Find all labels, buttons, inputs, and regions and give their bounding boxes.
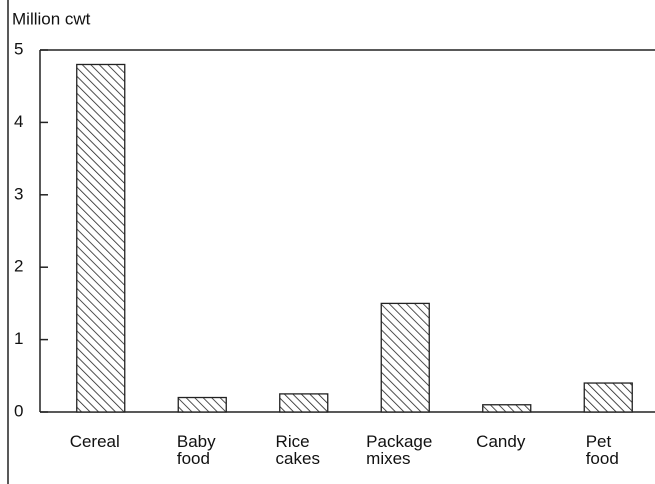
x-tick-label: Candy <box>476 432 526 451</box>
bar <box>583 382 633 413</box>
x-tick-label: Package mixes <box>366 432 433 468</box>
y-tick-label: 3 <box>14 184 23 203</box>
y-tick-label: 4 <box>14 112 23 131</box>
x-tick-label: Pet food <box>585 432 619 468</box>
bar <box>482 404 532 413</box>
x-tick-label: Baby food <box>176 432 216 468</box>
bar <box>177 396 227 413</box>
y-tick-label: 1 <box>14 329 23 348</box>
bar <box>76 63 126 413</box>
y-tick-label: 5 <box>14 39 23 58</box>
bar <box>380 302 430 413</box>
x-tick-label: Rice cakes <box>275 432 320 468</box>
y-tick-label: 0 <box>14 401 23 420</box>
y-axis-title: Million cwt <box>12 9 91 28</box>
y-tick-label: 2 <box>14 257 23 276</box>
x-tick-label: Cereal <box>69 432 120 451</box>
bar <box>279 393 329 413</box>
